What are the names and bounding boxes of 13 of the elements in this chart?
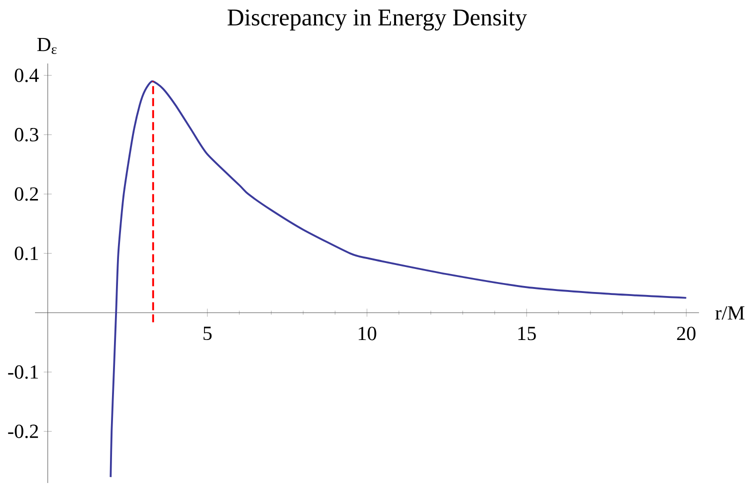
y-axis-title: D$_{ε}$ xyxy=(37,38,57,54)
x-axis-title: r/M xyxy=(715,306,744,320)
chart-title: Discrepancy in Energy Density xyxy=(228,9,527,31)
y-tick-label: 0.3 xyxy=(14,128,38,142)
y-tick-label: -0.2 xyxy=(8,424,38,438)
x-tick-label: 20 xyxy=(677,326,696,340)
y-tick-label: 0.2 xyxy=(14,187,38,201)
x-tick-label: 5 xyxy=(204,326,212,340)
y-tick-label: -0.1 xyxy=(8,365,38,379)
x-tick-label: 10 xyxy=(358,326,376,340)
y-tick-label: 0.1 xyxy=(14,246,38,260)
x-tick-label: 15 xyxy=(518,326,536,340)
y-tick-label: 0.4 xyxy=(14,68,39,82)
